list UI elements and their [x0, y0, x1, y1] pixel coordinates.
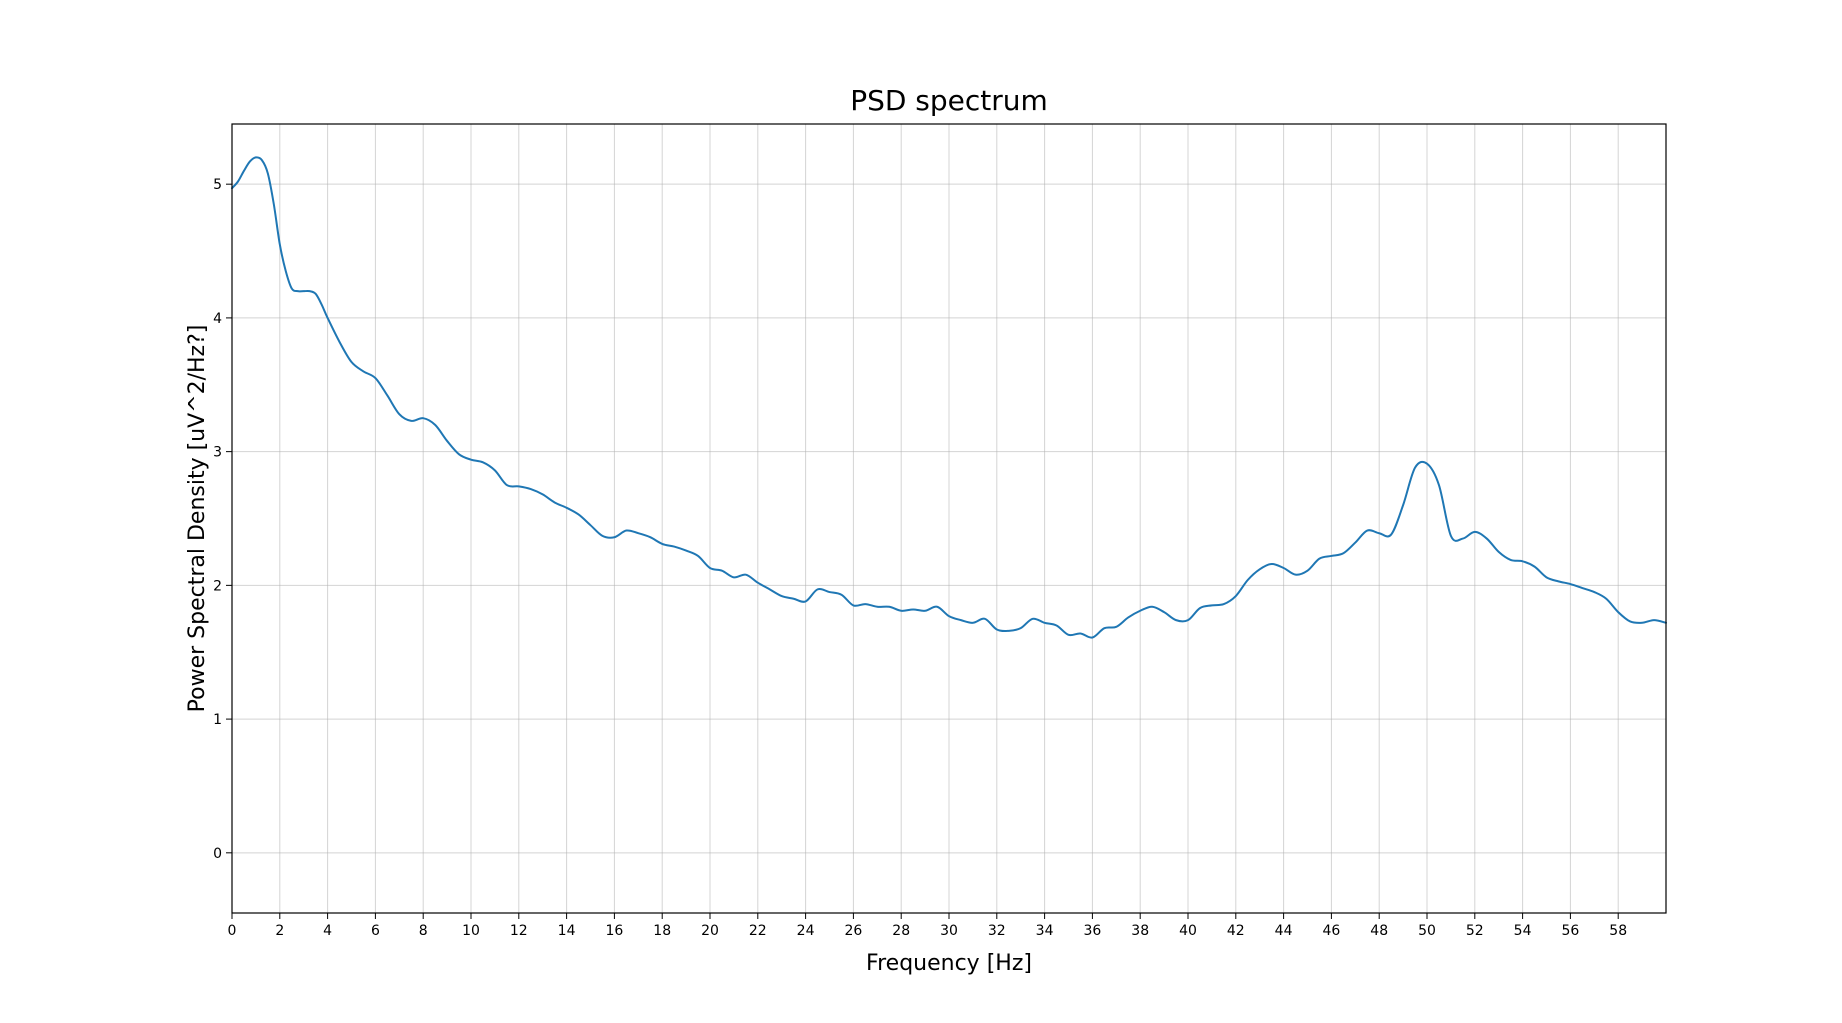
x-tick-label: 36: [1083, 923, 1101, 939]
x-tick-label: 28: [892, 923, 910, 939]
x-tick-label: 0: [228, 923, 237, 939]
x-tick-label: 10: [462, 923, 480, 939]
y-tick-label: 3: [213, 445, 222, 461]
x-tick-label: 44: [1275, 923, 1293, 939]
psd-series-line: [231, 156, 1667, 639]
series-layer: [231, 156, 1667, 639]
x-tick-label: 20: [701, 923, 719, 939]
y-axis-label: Power Spectral Density [uV^2/Hz?]: [185, 325, 210, 713]
x-tick-label: 40: [1179, 923, 1197, 939]
x-tick-label: 46: [1322, 923, 1340, 939]
y-tick-label: 1: [213, 712, 222, 728]
x-tick-label: 34: [1036, 923, 1054, 939]
y-tick-label: 4: [213, 311, 222, 327]
x-tick-label: 14: [558, 923, 576, 939]
x-tick-label: 2: [275, 923, 284, 939]
x-tick-label: 38: [1131, 923, 1149, 939]
y-tick-label: 5: [213, 177, 222, 193]
x-tick-label: 22: [749, 923, 767, 939]
x-tick-label: 54: [1514, 923, 1532, 939]
x-tick-label: 26: [844, 923, 862, 939]
x-tick-label: 50: [1418, 923, 1436, 939]
x-tick-label: 4: [323, 923, 332, 939]
chart-title: PSD spectrum: [850, 84, 1048, 117]
x-tick-label: 58: [1609, 923, 1627, 939]
x-tick-label: 48: [1370, 923, 1388, 939]
x-tick-label: 12: [510, 923, 528, 939]
x-tick-label: 32: [988, 923, 1006, 939]
x-tick-label: 56: [1561, 923, 1579, 939]
x-tick-label: 24: [797, 923, 815, 939]
grid: [231, 124, 1666, 913]
y-tick-label: 0: [213, 846, 222, 862]
x-tick-label: 30: [940, 923, 958, 939]
x-tick-label: 6: [371, 923, 380, 939]
y-tick-label: 2: [213, 578, 222, 594]
x-tick-label: 16: [605, 923, 623, 939]
x-tick-label: 52: [1466, 923, 1484, 939]
x-tick-label: 42: [1227, 923, 1245, 939]
x-axis-label: Frequency [Hz]: [866, 951, 1032, 976]
ticks: 0 2 4 6 8 10 12 14 16 18 20 22 24 26 28 30 32 34 36 38 40 42 4…: [213, 177, 1627, 939]
x-tick-label: 18: [653, 923, 671, 939]
x-tick-label: 8: [419, 923, 428, 939]
